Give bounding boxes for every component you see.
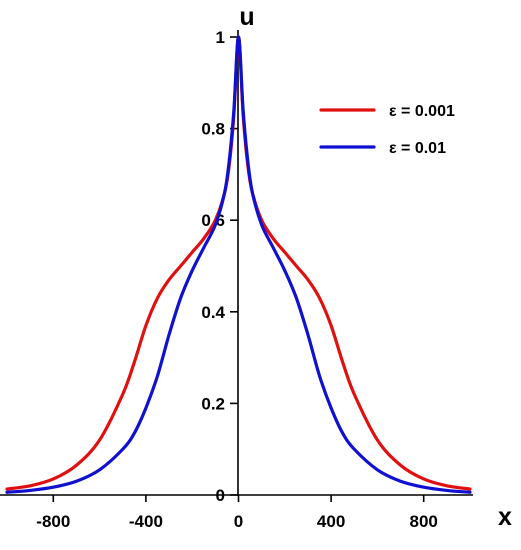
y-tick-label: 1 xyxy=(216,28,225,47)
x-tick-label: -800 xyxy=(36,512,70,531)
y-axis-title: u xyxy=(239,3,254,31)
x-tick-label: 400 xyxy=(317,512,345,531)
series-layer xyxy=(5,35,472,494)
legend: ε = 0.001 ε = 0.01 xyxy=(319,103,455,157)
x-tick-label: -400 xyxy=(129,512,163,531)
axes xyxy=(0,30,473,496)
x-tick-label: 0 xyxy=(234,512,243,531)
y-tick-label: 0.2 xyxy=(201,394,225,413)
legend-label-1: ε = 0.001 xyxy=(389,103,455,120)
legend-label-2: ε = 0.01 xyxy=(389,140,446,157)
y-tick-label: 0 xyxy=(216,486,225,505)
x-axis-title: x xyxy=(498,503,512,531)
x-tick-label: 800 xyxy=(410,512,438,531)
y-tick-label: 0.8 xyxy=(201,120,225,139)
series-line-2 xyxy=(5,35,472,494)
y-tick-label: 0.4 xyxy=(201,303,225,322)
